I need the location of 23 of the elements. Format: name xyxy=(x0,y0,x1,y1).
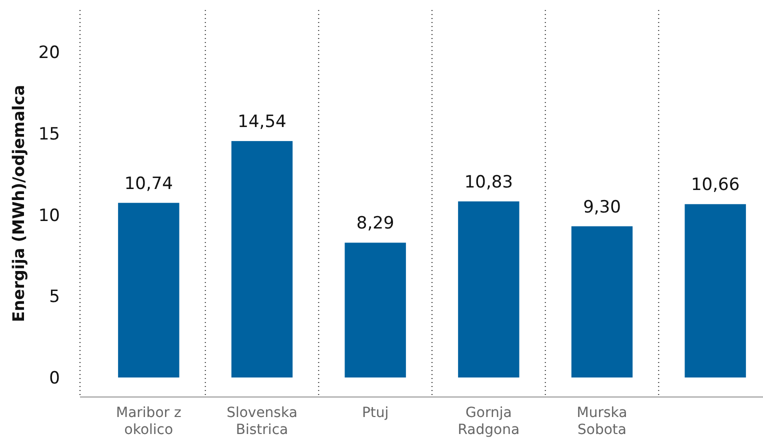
y-tick-label: 5 xyxy=(49,287,60,308)
y-axis-title: Energija (MWh)/odjemalca xyxy=(9,84,28,322)
data-label: 10,66 xyxy=(690,175,740,196)
x-tick-label: Ptuj xyxy=(362,405,389,421)
bar xyxy=(684,204,746,378)
bar xyxy=(118,202,180,378)
data-label: 10,83 xyxy=(464,172,514,192)
y-tick-label: 10 xyxy=(38,206,60,226)
x-tick-label: Gornja Radgona xyxy=(458,405,520,438)
bar xyxy=(571,226,633,378)
data-label: 14,54 xyxy=(238,112,286,132)
data-label: 9,30 xyxy=(583,197,621,218)
bar xyxy=(231,141,293,378)
x-tick-label: Slovenska Bistrica xyxy=(226,405,298,438)
y-tick-label: 15 xyxy=(38,124,60,145)
data-label: 10,74 xyxy=(124,174,174,194)
bar xyxy=(344,242,406,378)
y-tick-label: 0 xyxy=(49,368,60,388)
x-tick-label: Murska Sobota xyxy=(576,405,628,438)
bar xyxy=(458,201,520,378)
x-tick-label: Maribor z okolico xyxy=(116,405,182,438)
data-label: 8,29 xyxy=(356,214,394,234)
y-tick-label: 20 xyxy=(38,43,60,64)
